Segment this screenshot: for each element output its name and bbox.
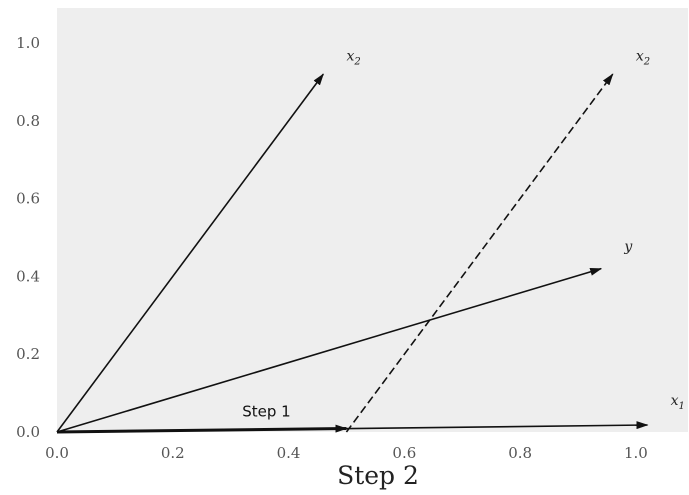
x-tick-label: 0.6: [392, 444, 416, 462]
vector-label-x2: x2: [346, 49, 360, 68]
x-tick-label: 0.2: [161, 444, 185, 462]
plot-area: [57, 8, 688, 432]
vector-label-x2-shifted: x2: [636, 49, 650, 68]
x-tick-labels: 0.0 0.2 0.4 0.6 0.8 1.0: [45, 444, 648, 462]
vector-y: [56, 267, 603, 433]
vector-x2: [56, 73, 324, 433]
x-tick-label: 0.0: [45, 444, 69, 462]
vector-labels: x2 x2 y x1: [346, 49, 684, 412]
vector-step1: [56, 424, 348, 434]
x-tick-label: 1.0: [624, 444, 648, 462]
vectors-layer: [56, 73, 649, 434]
annotations: Step 1: [242, 402, 290, 420]
y-tick-label: 0.8: [16, 112, 40, 130]
x-axis-label: Step 2: [337, 461, 419, 490]
y-tick-label: 0.6: [16, 190, 40, 208]
vector-x2-shifted: [345, 73, 614, 433]
vector-label-y: y: [623, 239, 633, 255]
x-tick-label: 0.8: [508, 444, 532, 462]
annotation-step-1: Step 1: [242, 402, 290, 420]
y-tick-label: 0.4: [16, 267, 40, 285]
y-tick-label: 1.0: [16, 34, 40, 52]
y-tick-label: 0.2: [16, 345, 40, 363]
vector-label-x1: x1: [671, 393, 685, 412]
y-tick-label: 0.0: [16, 423, 40, 441]
x-tick-label: 0.4: [277, 444, 301, 462]
y-tick-labels: 0.0 0.2 0.4 0.6 0.8 1.0: [16, 34, 40, 441]
